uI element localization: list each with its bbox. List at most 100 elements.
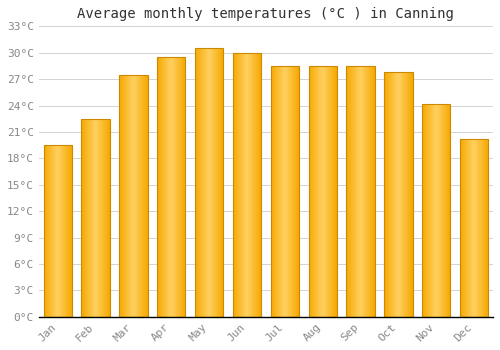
Bar — [308, 66, 309, 317]
Bar — [140, 75, 141, 317]
Bar — [384, 72, 412, 317]
Bar — [138, 75, 139, 317]
Bar — [327, 66, 328, 317]
Bar — [470, 139, 472, 317]
Bar — [358, 66, 359, 317]
Bar — [479, 139, 480, 317]
Bar — [392, 72, 394, 317]
Bar — [460, 139, 462, 317]
Bar — [480, 139, 481, 317]
Bar — [47, 145, 48, 317]
Bar — [288, 66, 289, 317]
Bar — [169, 57, 170, 317]
Bar — [199, 48, 200, 317]
Bar — [476, 139, 477, 317]
Bar — [440, 104, 441, 317]
Bar — [350, 66, 352, 317]
Bar — [145, 75, 146, 317]
Bar — [432, 104, 434, 317]
Bar — [388, 72, 389, 317]
Bar — [394, 72, 395, 317]
Bar — [437, 104, 438, 317]
Bar — [256, 53, 257, 317]
Bar — [352, 66, 353, 317]
Bar — [462, 139, 463, 317]
Bar — [204, 48, 205, 317]
Bar — [355, 66, 356, 317]
Bar — [247, 53, 248, 317]
Bar — [448, 104, 449, 317]
Bar — [287, 66, 288, 317]
Bar — [371, 66, 372, 317]
Bar — [411, 72, 412, 317]
Bar — [429, 104, 430, 317]
Bar — [273, 66, 274, 317]
Bar — [54, 145, 55, 317]
Bar — [260, 53, 261, 317]
Bar — [298, 66, 299, 317]
Bar — [484, 139, 485, 317]
Bar — [297, 66, 298, 317]
Bar — [82, 119, 83, 317]
Bar — [474, 139, 475, 317]
Bar — [84, 119, 85, 317]
Bar — [57, 145, 58, 317]
Bar — [409, 72, 410, 317]
Bar — [185, 57, 186, 317]
Bar — [165, 57, 166, 317]
Bar — [367, 66, 368, 317]
Bar — [98, 119, 99, 317]
Bar — [331, 66, 332, 317]
Bar — [64, 145, 65, 317]
Bar — [279, 66, 280, 317]
Bar — [312, 66, 313, 317]
Bar — [221, 48, 222, 317]
Bar — [87, 119, 88, 317]
Bar — [334, 66, 335, 317]
Bar — [244, 53, 245, 317]
Bar — [139, 75, 140, 317]
Bar — [447, 104, 448, 317]
Bar — [170, 57, 172, 317]
Bar — [86, 119, 87, 317]
Bar — [88, 119, 89, 317]
Bar — [423, 104, 424, 317]
Bar — [272, 66, 273, 317]
Bar — [478, 139, 479, 317]
Bar — [234, 53, 235, 317]
Bar — [482, 139, 484, 317]
Bar — [318, 66, 319, 317]
Bar — [255, 53, 256, 317]
Bar — [248, 53, 249, 317]
Bar — [137, 75, 138, 317]
Bar — [270, 66, 299, 317]
Bar — [219, 48, 220, 317]
Bar — [354, 66, 355, 317]
Bar — [436, 104, 437, 317]
Bar — [475, 139, 476, 317]
Bar — [426, 104, 427, 317]
Bar — [207, 48, 208, 317]
Bar — [370, 66, 371, 317]
Bar — [285, 66, 286, 317]
Bar — [308, 66, 337, 317]
Bar — [357, 66, 358, 317]
Bar — [202, 48, 203, 317]
Bar — [407, 72, 408, 317]
Bar — [95, 119, 96, 317]
Bar — [402, 72, 404, 317]
Bar — [280, 66, 281, 317]
Bar — [332, 66, 334, 317]
Bar — [250, 53, 252, 317]
Bar — [94, 119, 95, 317]
Bar — [102, 119, 104, 317]
Bar — [60, 145, 62, 317]
Bar — [442, 104, 444, 317]
Bar — [329, 66, 330, 317]
Bar — [315, 66, 316, 317]
Bar — [162, 57, 163, 317]
Bar — [410, 72, 411, 317]
Bar — [240, 53, 242, 317]
Bar — [178, 57, 179, 317]
Bar — [441, 104, 442, 317]
